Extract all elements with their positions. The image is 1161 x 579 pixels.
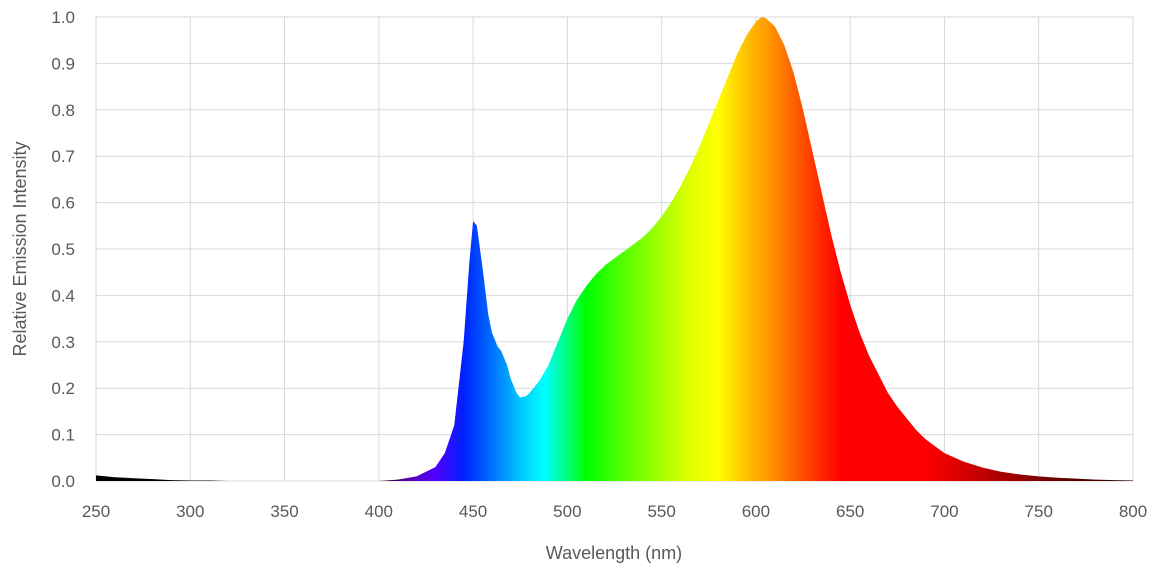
- x-tick-label-700: 700: [930, 502, 958, 521]
- emission-spectrum-area: [96, 17, 1133, 481]
- y-tick-label-0.8: 0.8: [51, 101, 75, 120]
- y-tick-label-0.3: 0.3: [51, 333, 75, 352]
- y-tick-label-0.4: 0.4: [51, 286, 75, 305]
- x-axis-title: Wavelength (nm): [546, 543, 682, 563]
- x-tick-labels: 250 300 350 400 450 500 550 600 650 700 750 800: [82, 502, 1147, 521]
- y-tick-label-1.0: 1.0: [51, 8, 75, 27]
- x-tick-label-450: 450: [459, 502, 487, 521]
- y-axis-title: Relative Emission Intensity: [10, 141, 30, 356]
- y-tick-label-0.5: 0.5: [51, 240, 75, 259]
- x-tick-label-300: 300: [176, 502, 204, 521]
- y-tick-label-0.2: 0.2: [51, 379, 75, 398]
- y-tick-label-0.9: 0.9: [51, 54, 75, 73]
- x-tick-label-500: 500: [553, 502, 581, 521]
- y-tick-label-0.0: 0.0: [51, 472, 75, 491]
- x-tick-label-550: 550: [647, 502, 675, 521]
- y-tick-label-0.7: 0.7: [51, 147, 75, 166]
- x-tick-label-250: 250: [82, 502, 110, 521]
- y-tick-label-0.6: 0.6: [51, 194, 75, 213]
- x-tick-label-650: 650: [836, 502, 864, 521]
- x-tick-label-750: 750: [1025, 502, 1053, 521]
- x-tick-label-600: 600: [742, 502, 770, 521]
- area-layer: [96, 17, 1133, 481]
- y-tick-label-0.1: 0.1: [51, 426, 75, 445]
- x-tick-label-800: 800: [1119, 502, 1147, 521]
- x-tick-label-400: 400: [365, 502, 393, 521]
- x-tick-label-350: 350: [270, 502, 298, 521]
- y-tick-labels: 0.0 0.1 0.2 0.3 0.4 0.5 0.6 0.7 0.8 0.9 1.0: [51, 8, 75, 491]
